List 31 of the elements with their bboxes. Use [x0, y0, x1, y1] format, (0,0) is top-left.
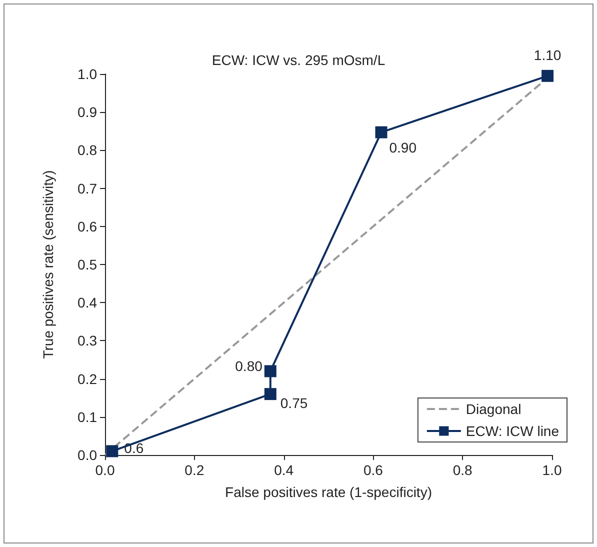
point	[542, 70, 554, 82]
x-tick-label: 0.6	[363, 462, 384, 478]
x-tick-label: 1.0	[542, 462, 562, 478]
y-axis-title: True positives rate (sensitivity)	[40, 170, 56, 359]
chart-title: ECW: ICW vs. 295 mOsm/L	[212, 52, 386, 68]
y-tick-label: 0.9	[78, 104, 98, 120]
y-tick-label: 0.7	[78, 180, 98, 196]
y-tick-label: 0.5	[78, 256, 98, 272]
x-tick-label: 0.0	[95, 462, 115, 478]
y-tick-label: 0.0	[78, 447, 98, 463]
y-tick-label: 1.0	[78, 66, 98, 82]
point	[375, 126, 388, 138]
annotation: 0.80	[235, 358, 263, 374]
annotation: 0.90	[389, 139, 417, 156]
x-tick-label: 0.2	[184, 462, 204, 478]
annotation: 1.10	[534, 46, 562, 63]
x-axis-title: False positives rate (1-specificity)	[225, 484, 432, 500]
point	[106, 445, 118, 458]
y-tick-label: 0.8	[78, 142, 98, 158]
point	[264, 388, 276, 400]
annotation: 0.75	[280, 395, 308, 412]
legend-label: ECW: ICW line	[466, 423, 560, 439]
x-tick-label: 0.8	[452, 462, 473, 478]
y-tick-label: 0.1	[78, 408, 98, 425]
legend-label: Diagonal	[466, 401, 522, 417]
y-tick-label: 0.3	[78, 332, 98, 349]
x-tick-label: 0.4	[274, 462, 294, 478]
y-tick-label: 0.2	[78, 370, 98, 387]
point	[264, 365, 276, 378]
y-tick-label: 0.4	[78, 294, 98, 311]
y-tick-label: 0.6	[78, 218, 98, 234]
